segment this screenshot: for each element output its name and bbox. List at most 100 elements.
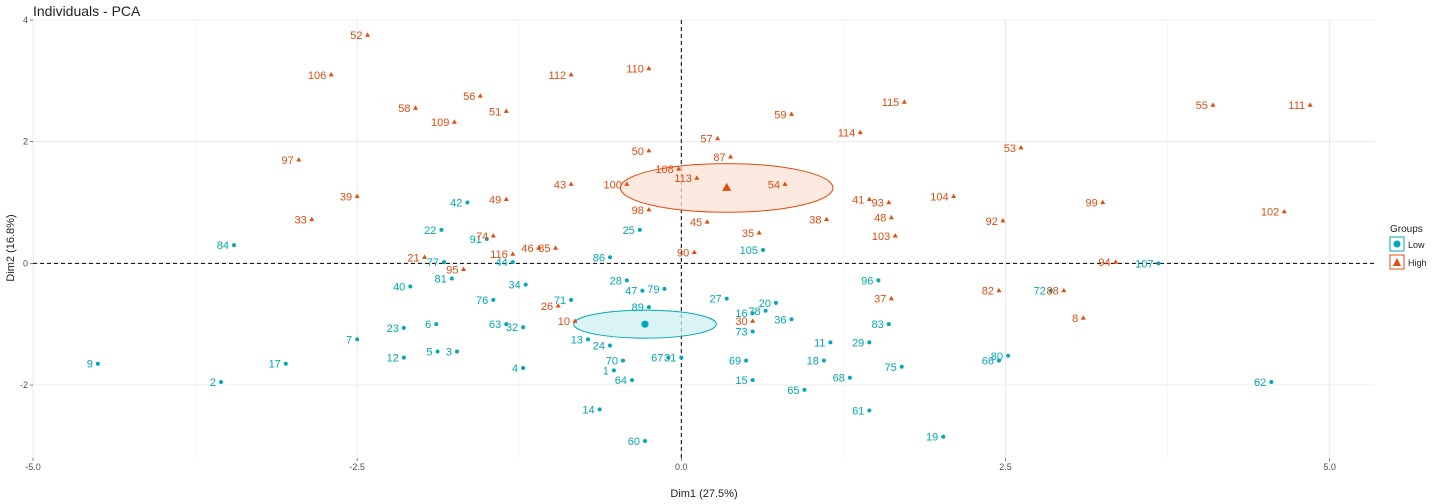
point-114 bbox=[857, 129, 863, 135]
point-label-36: 36 bbox=[774, 314, 786, 326]
x-tick-label: -2.5 bbox=[349, 462, 365, 472]
point-1 bbox=[611, 368, 616, 373]
point-54 bbox=[782, 181, 788, 186]
point-label-1: 1 bbox=[603, 365, 609, 377]
point-label-70: 70 bbox=[606, 356, 618, 368]
point-18 bbox=[821, 358, 826, 363]
point-46 bbox=[536, 245, 542, 250]
point-label-66: 66 bbox=[982, 356, 994, 368]
point-83 bbox=[886, 322, 891, 327]
point-76 bbox=[491, 297, 496, 302]
point-label-11: 11 bbox=[814, 337, 825, 349]
point-label-45: 45 bbox=[690, 217, 702, 229]
point-label-61: 61 bbox=[852, 406, 864, 418]
point-label-3: 3 bbox=[446, 347, 452, 359]
point-73 bbox=[750, 329, 755, 334]
point-label-47: 47 bbox=[625, 286, 637, 298]
point-22 bbox=[439, 227, 444, 232]
point-label-58: 58 bbox=[398, 103, 410, 115]
point-95 bbox=[460, 266, 466, 272]
point-12 bbox=[401, 355, 406, 360]
legend-title: Groups bbox=[1390, 224, 1423, 235]
point-98 bbox=[646, 207, 652, 212]
point-label-13: 13 bbox=[571, 334, 583, 346]
point-67 bbox=[666, 355, 671, 360]
point-label-5: 5 bbox=[426, 347, 432, 359]
point-label-110: 110 bbox=[626, 64, 644, 76]
point-65 bbox=[802, 387, 807, 392]
point-label-115: 115 bbox=[882, 97, 900, 109]
point-label-75: 75 bbox=[884, 362, 896, 374]
point-29 bbox=[867, 340, 872, 345]
point-74 bbox=[490, 233, 496, 238]
point-49 bbox=[503, 196, 509, 202]
point-label-69: 69 bbox=[729, 356, 741, 368]
point-109 bbox=[451, 119, 457, 124]
point-14 bbox=[597, 407, 602, 412]
point-116 bbox=[510, 251, 516, 256]
point-label-80: 80 bbox=[991, 351, 1003, 363]
legend: Groups Low High bbox=[1389, 224, 1427, 270]
point-label-78: 78 bbox=[748, 306, 760, 318]
point-label-48: 48 bbox=[874, 213, 886, 225]
point-47 bbox=[640, 288, 645, 293]
point-label-91: 91 bbox=[470, 234, 482, 246]
point-label-59: 59 bbox=[774, 109, 786, 121]
point-label-88: 88 bbox=[1047, 286, 1059, 298]
point-24 bbox=[607, 343, 612, 348]
x-tick-label: 2.5 bbox=[999, 462, 1012, 472]
x-axis-title: Dim1 (27.5%) bbox=[670, 488, 737, 500]
point-label-109: 109 bbox=[431, 117, 449, 129]
point-label-25: 25 bbox=[623, 225, 635, 237]
point-19 bbox=[941, 434, 946, 439]
point-label-79: 79 bbox=[647, 284, 659, 296]
point-label-90: 90 bbox=[677, 247, 689, 259]
legend-marker-high bbox=[1393, 258, 1401, 266]
point-52 bbox=[365, 32, 371, 37]
point-111 bbox=[1307, 102, 1313, 107]
data-points bbox=[95, 32, 1313, 443]
point-label-8: 8 bbox=[1072, 313, 1078, 325]
point-label-72: 72 bbox=[1034, 286, 1046, 298]
point-69 bbox=[744, 358, 749, 363]
point-59 bbox=[789, 111, 795, 116]
point-label-67: 67 bbox=[651, 353, 663, 365]
point-30 bbox=[750, 318, 756, 323]
point-100 bbox=[624, 181, 630, 186]
grid bbox=[32, 19, 1375, 458]
point-44 bbox=[510, 260, 515, 265]
point-58 bbox=[413, 105, 419, 110]
point-label-9: 9 bbox=[87, 359, 93, 371]
point-label-71: 71 bbox=[554, 295, 566, 307]
point-26 bbox=[555, 303, 561, 308]
legend-label-high: High bbox=[1408, 258, 1427, 268]
point-label-7: 7 bbox=[346, 334, 352, 346]
point-79 bbox=[662, 286, 667, 291]
point-75 bbox=[899, 364, 904, 369]
point-81 bbox=[449, 276, 454, 281]
point-71 bbox=[569, 297, 574, 302]
point-label-44: 44 bbox=[495, 257, 507, 269]
point-112 bbox=[568, 71, 574, 77]
y-tick-label: 0 bbox=[23, 258, 28, 268]
point-label-87: 87 bbox=[713, 152, 725, 164]
point-89 bbox=[646, 305, 651, 310]
point-92 bbox=[1000, 217, 1006, 223]
point-label-105: 105 bbox=[740, 245, 758, 257]
point-2 bbox=[219, 379, 224, 384]
centroid-low bbox=[641, 320, 649, 328]
point-label-81: 81 bbox=[435, 274, 447, 286]
point-label-116: 116 bbox=[490, 249, 508, 261]
point-50 bbox=[646, 147, 652, 153]
point-label-31: 31 bbox=[664, 353, 676, 365]
point-label-26: 26 bbox=[541, 301, 553, 313]
point-60 bbox=[643, 438, 648, 443]
point-96 bbox=[876, 278, 881, 283]
point-label-14: 14 bbox=[582, 404, 594, 416]
point-label-93: 93 bbox=[872, 198, 884, 210]
point-41 bbox=[866, 196, 872, 202]
point-4 bbox=[521, 365, 526, 370]
x-tick-label: 5.0 bbox=[1323, 462, 1336, 472]
legend-marker-low bbox=[1393, 240, 1401, 248]
point-label-100: 100 bbox=[603, 179, 621, 191]
